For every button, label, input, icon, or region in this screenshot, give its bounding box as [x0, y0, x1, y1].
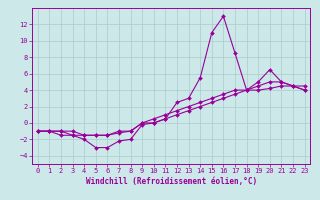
X-axis label: Windchill (Refroidissement éolien,°C): Windchill (Refroidissement éolien,°C) — [86, 177, 257, 186]
